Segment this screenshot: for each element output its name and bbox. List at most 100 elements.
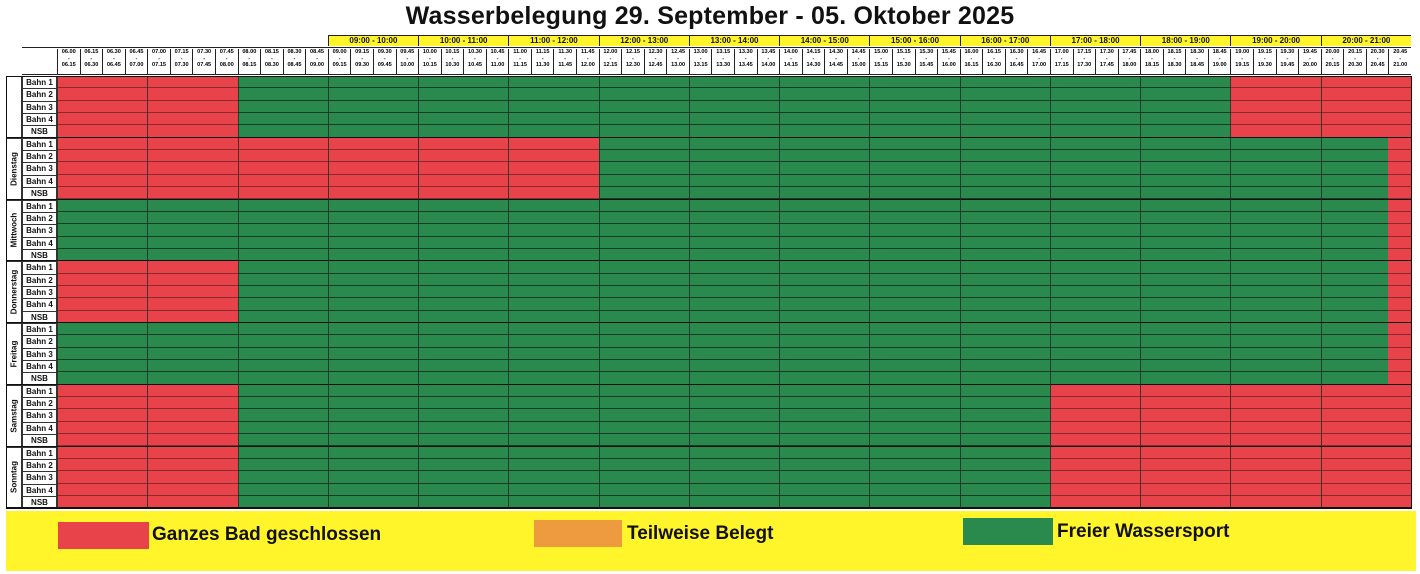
slot-separator: - [1309, 55, 1311, 62]
legend-label-partial: Teilweise Belegt [627, 523, 774, 544]
slot-start: 18.45 [1212, 49, 1227, 55]
slot-end: 12.00 [580, 62, 595, 69]
lane-row-closed [1388, 360, 1411, 373]
slot-start: 10.15 [445, 49, 460, 55]
slot-start: 11.30 [558, 49, 573, 55]
time-slot-header: 07.15-07.30 [169, 49, 193, 74]
lane-row-free [57, 211, 1411, 225]
slot-separator: - [203, 55, 206, 62]
slot-separator: - [880, 55, 883, 62]
time-slot-header: 12.30-12.45 [643, 49, 667, 74]
slot-end: 14.45 [829, 62, 844, 69]
lane-row-closed [1388, 199, 1411, 212]
lane-row-closed [1388, 285, 1411, 299]
time-slot-header: 18.45-19.00 [1207, 49, 1231, 74]
hour-range-header: 09:00 - 10:00 [327, 35, 419, 46]
lane-label: Bahn 2 [22, 335, 57, 348]
slot-end: 14.15 [783, 62, 798, 69]
slot-end: 19.15 [1235, 62, 1250, 69]
slot-start: 19.30 [1280, 49, 1295, 55]
time-slot-header: 19.30-19.45 [1275, 49, 1299, 74]
slot-start: 13.30 [738, 49, 753, 55]
time-slot-header: 16.15-16.30 [982, 49, 1005, 74]
hour-gridline [1320, 76, 1322, 509]
hour-gridline [237, 76, 239, 509]
lane-label: NSB [22, 187, 57, 200]
time-slot-header: 09.30-09.45 [372, 49, 396, 74]
slot-start: 09.45 [400, 49, 415, 55]
lane-row-closed [1388, 211, 1411, 225]
slot-separator: - [789, 55, 792, 62]
slot-end: 17.00 [1032, 62, 1047, 69]
lane-row-closed [1388, 273, 1411, 286]
lane-row-free [57, 335, 1411, 348]
lane-label: Bahn 1 [22, 137, 57, 151]
slot-end: 13.00 [671, 62, 686, 69]
slot-start: 18.15 [1167, 49, 1182, 55]
time-slot-header: 20.45-21.00 [1388, 49, 1411, 74]
legend-label-closed: Ganzes Bad geschlossen [152, 524, 382, 545]
slot-separator: - [970, 55, 973, 62]
hour-range-header: 16:00 - 17:00 [959, 35, 1050, 46]
lane-row-free [57, 224, 1411, 237]
lane-row-closed [1388, 323, 1411, 336]
slot-separator: - [1083, 55, 1086, 62]
slot-start: 07.30 [197, 49, 212, 55]
slot-end: 20.45 [1370, 62, 1385, 69]
slot-separator: - [451, 55, 454, 62]
slot-start: 16.30 [1009, 49, 1024, 55]
slot-start: 14.45 [851, 49, 866, 55]
lane-row-free [57, 273, 1411, 286]
lane-row-closed [1388, 347, 1411, 361]
slot-start: 15.00 [874, 49, 889, 55]
time-slot-header: 18.15-18.30 [1162, 49, 1186, 74]
time-slot-header: 17.45-18.00 [1117, 49, 1141, 74]
slot-start: 13.45 [761, 49, 776, 55]
slot-end: 10.45 [467, 62, 482, 69]
slot-separator: - [316, 55, 318, 62]
slot-end: 10.15 [422, 62, 437, 69]
time-slot-header: 13.00-13.15 [688, 49, 712, 74]
time-slot-header: 17.30-17.45 [1095, 49, 1118, 74]
time-slot-header: 20.15-20.30 [1343, 49, 1366, 74]
slot-start: 12.00 [603, 49, 618, 55]
hour-range-header: 15:00 - 16:00 [869, 35, 960, 46]
slot-end: 17.30 [1077, 62, 1092, 69]
hour-range-header: 13:00 - 14:00 [688, 35, 780, 46]
slot-separator: - [947, 55, 950, 62]
slot-separator: - [1128, 55, 1131, 62]
time-slot-header: 16.30-16.45 [1004, 49, 1028, 74]
slot-start: 17.30 [1099, 49, 1114, 55]
time-slot-header: 07.30-07.45 [192, 49, 215, 74]
slot-separator: - [1173, 55, 1176, 62]
slot-start: 06.45 [129, 49, 144, 55]
slot-start: 06.30 [106, 49, 121, 55]
lane-row-closed [1388, 162, 1411, 175]
slot-end: 09.45 [377, 62, 392, 69]
slot-start: 12.45 [671, 49, 686, 55]
slot-start: 15.45 [941, 49, 956, 55]
legend: Ganzes Bad geschlossen Teilweise Belegt … [6, 511, 1416, 571]
time-slot-header: 08.45-09.00 [305, 49, 328, 74]
slot-end: 12.15 [603, 62, 618, 69]
hour-range-header: 12:00 - 13:00 [598, 35, 689, 46]
slot-separator: - [180, 55, 183, 62]
lane-label: NSB [22, 495, 57, 509]
slot-end: 11.00 [490, 62, 505, 69]
time-slot-header: 18.00-18.15 [1140, 49, 1163, 74]
lane-label: Bahn 4 [22, 113, 57, 126]
hour-gridline [1049, 76, 1051, 509]
time-slot-header: 09.45-10.00 [395, 49, 419, 74]
time-slot-header: 11.30-11.45 [553, 49, 576, 74]
slot-start: 16.00 [964, 49, 979, 55]
slot-end: 20.30 [1348, 62, 1363, 69]
slot-separator: - [158, 55, 160, 62]
slot-separator: - [496, 55, 499, 62]
time-slot-header: 10.00-10.15 [418, 49, 441, 74]
time-slot-header: 13.45-14.00 [756, 49, 780, 74]
time-slot-header: 06.30-06.45 [102, 49, 125, 74]
lane-label: Bahn 3 [22, 224, 57, 237]
time-slot-header: 07.45-08.00 [214, 49, 238, 74]
hour-range-header: 17:00 - 18:00 [1049, 35, 1141, 46]
slot-separator: - [361, 55, 364, 62]
